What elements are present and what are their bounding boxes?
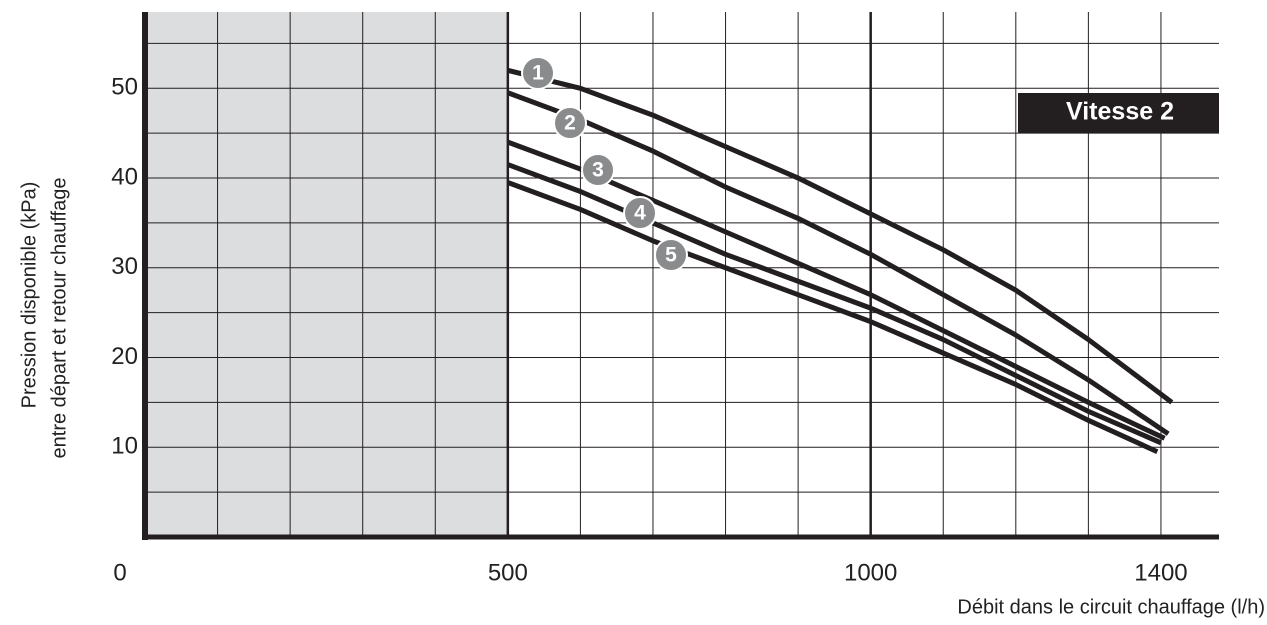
- x-axis-label: Débit dans le circuit chauffage (l/h): [957, 596, 1265, 618]
- series-badge: 4: [623, 196, 657, 230]
- y-tick-label: 40: [111, 163, 138, 190]
- curve: [506, 162, 1162, 446]
- background: [145, 12, 1219, 537]
- badge-label: 2: [564, 112, 576, 135]
- curve: [506, 180, 1159, 455]
- y-axis-label: entre départ et retour chauffage: [48, 178, 70, 459]
- series-badge: 3: [581, 153, 615, 187]
- curve: [507, 67, 1174, 405]
- y-tick-label: 30: [111, 253, 138, 280]
- curve: [506, 90, 1170, 436]
- badge-circle: [521, 56, 555, 90]
- annotation: Vitesse 2: [1018, 93, 1219, 133]
- annotation-text: Vitesse 2: [1066, 98, 1174, 126]
- x-tick-label: 1400: [1134, 559, 1187, 586]
- annotation-box: [1018, 93, 1219, 133]
- badge-label: 4: [634, 202, 646, 225]
- badge-circle: [654, 238, 688, 272]
- x-tick-label: 0: [113, 559, 126, 586]
- badge-label: 5: [665, 244, 677, 267]
- curve: [506, 139, 1166, 441]
- badge-circle: [581, 153, 615, 187]
- shaded-region: [145, 12, 508, 537]
- y-tick-label: 20: [111, 343, 138, 370]
- series-badge: 2: [553, 106, 587, 140]
- y-axis-label: Pression disponible (kPa): [18, 182, 40, 409]
- badge-label: 3: [592, 159, 604, 182]
- y-tick-label: 50: [111, 74, 138, 101]
- y-tick-label: 10: [111, 433, 138, 460]
- series-badge: 1: [521, 56, 555, 90]
- x-tick-label: 500: [488, 559, 528, 586]
- badge-circle: [623, 196, 657, 230]
- badge-label: 1: [532, 62, 544, 85]
- x-tick-label: 1000: [844, 559, 897, 586]
- series-badge: 5: [654, 238, 688, 272]
- badge-circle: [553, 106, 587, 140]
